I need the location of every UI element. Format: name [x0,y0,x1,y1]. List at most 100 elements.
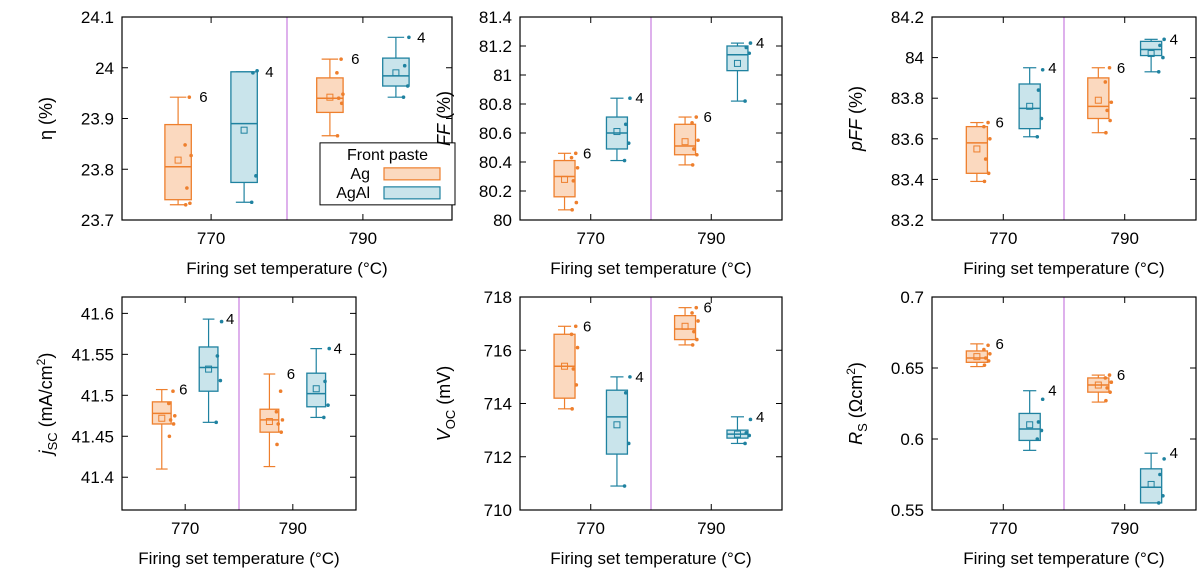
x-tick-label: 770 [577,519,605,538]
x-tick-label: 790 [349,229,377,248]
data-point [1109,100,1114,105]
y-tick-label: 0.65 [891,359,924,378]
data-point [183,202,188,207]
y-tick-label: 83.2 [891,211,924,230]
data-point [986,171,991,176]
y-tick-label: 83.4 [891,170,924,189]
data-point [171,389,175,394]
mean-marker [174,156,182,164]
iqr-box [198,346,219,392]
data-point [571,367,576,371]
y-tick-label: 41.6 [81,304,114,323]
iqr-box [965,350,989,363]
data-point [189,153,193,158]
data-point [274,409,279,414]
mean-marker [1094,96,1102,104]
y-axis-label: VOC (mV) [434,366,458,442]
data-point [327,346,332,351]
legend: Front paste Ag AgAl [319,142,456,206]
iqr-box [1087,77,1110,120]
y-tick-label: 41.5 [81,386,114,405]
data-point [323,379,327,384]
x-tick-label: 790 [279,519,307,538]
iqr-box [1139,40,1163,57]
x-tick-label: 770 [197,229,225,248]
data-point [1156,501,1161,505]
y-tick-label: 80.4 [479,153,512,172]
chart-rs: 6 6 4 4 0.55 0.6 0.65 0.7 770 790 Firing set tempe… [844,288,1197,568]
ylabel-part: (%) [846,86,866,119]
data-point [1109,380,1114,385]
data-point [748,417,753,422]
chart-eta: 6 6 4 4 23.7 23.8 23.9 24 24.1 770 790 Firing set t… [36,8,456,278]
mean-marker [561,175,569,183]
n-label: 4 [334,341,342,358]
y-tick-label: 41.55 [71,345,114,364]
x-tick-label: 790 [697,229,725,248]
n-label: 6 [199,89,207,106]
x-tick-label: 770 [171,519,199,538]
data-point [690,343,695,347]
iqr-box [1018,83,1041,130]
y-axis-label: FF (%) [434,91,454,146]
ylabel-part: R [846,432,866,445]
data-point [744,45,749,50]
legend-swatch [383,167,441,181]
ylabel-part: pFF [846,118,866,152]
x-tick-label: 790 [1111,229,1139,248]
plot-frame [931,296,1197,511]
y-tick-label: 23.9 [81,110,114,129]
n-label: 4 [756,35,764,52]
mean-marker [561,362,569,370]
data-point [166,401,171,406]
n-label: 6 [287,366,295,383]
data-point [982,363,987,367]
data-point [401,95,406,99]
data-point [623,391,628,395]
data-point [1158,472,1162,477]
data-point [1036,88,1041,92]
box-ag-770: 6 [553,145,591,212]
data-point [575,166,580,170]
n-label: 4 [1048,383,1056,400]
box-ag-790: 6 [673,300,712,347]
ylabel-part: j [36,449,56,457]
data-point [626,141,631,145]
mean-marker [326,93,334,101]
data-point [1035,437,1040,441]
iqr-box [673,123,697,156]
mean-marker [205,365,213,373]
iqr-box [553,159,576,198]
data-point [1156,70,1161,74]
data-point [747,51,752,56]
data-point [1162,37,1166,42]
n-label: 6 [995,115,1003,132]
data-point [339,101,344,106]
x-tick-label: 770 [577,229,605,248]
n-label: 6 [179,382,187,399]
data-point [326,403,330,407]
data-point [986,359,991,363]
y-tick-label: 0.55 [891,501,924,520]
ylabel-part: SC [45,432,60,450]
n-label: 4 [635,369,643,386]
data-point [278,389,283,394]
y-tick-label: 0.6 [900,430,924,449]
mean-marker [681,322,689,330]
data-point [983,157,988,161]
data-point [570,208,574,212]
data-point [571,179,576,183]
ylabel-part: V [434,427,454,441]
iqr-box [726,45,749,72]
box-ag-770: 6 [965,115,1004,184]
ylabel-part: (mV) [434,366,454,410]
y-tick-label: 716 [484,341,512,360]
data-point [1108,390,1112,394]
data-point [573,324,578,329]
box-agal-770: 4 [605,369,644,488]
data-point [168,418,173,422]
data-point [218,378,223,383]
iqr-box [673,314,697,341]
iqr-box [316,77,344,114]
y-tick-label: 81.4 [479,8,512,27]
